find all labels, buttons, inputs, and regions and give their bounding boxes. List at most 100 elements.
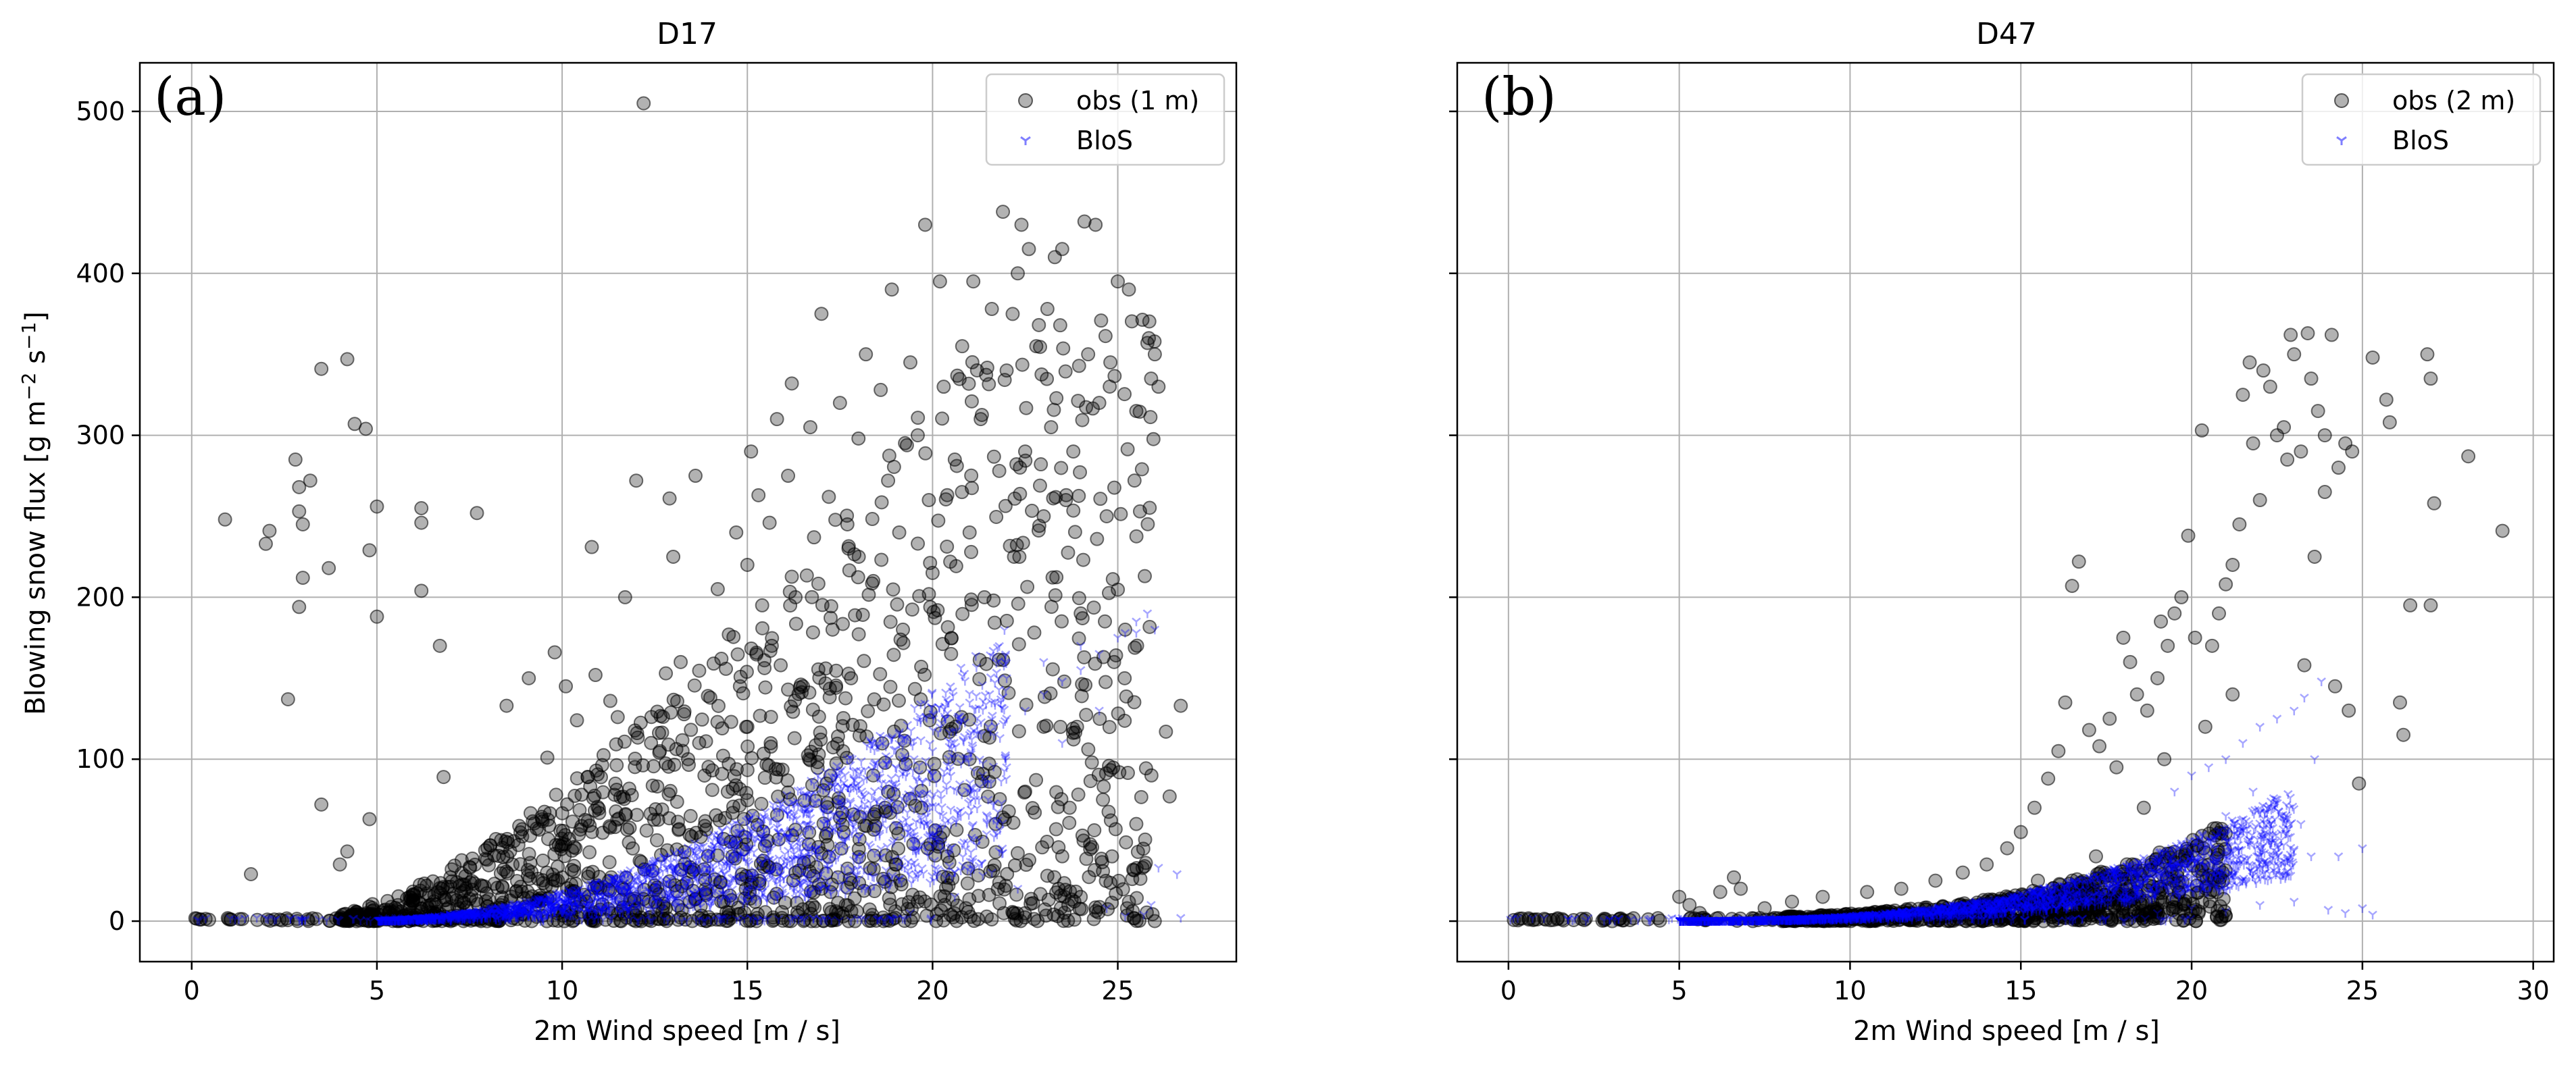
obs-point [628, 751, 642, 766]
obs-point [2236, 388, 2250, 402]
obs-point [582, 845, 597, 860]
obs-point [2345, 444, 2360, 459]
obs-point [971, 889, 986, 904]
obs-point [500, 866, 515, 881]
obs-point [1096, 779, 1111, 794]
obs-point [841, 539, 856, 554]
obs-point [622, 835, 636, 850]
obs-point [2071, 554, 2086, 569]
obs-point [1006, 906, 1021, 920]
obs-point [2263, 380, 2277, 394]
obs-point [1011, 637, 1026, 652]
obs-point [1053, 888, 1068, 903]
obs-point [936, 380, 951, 394]
obs-point [992, 463, 1007, 478]
obs-point [822, 490, 836, 504]
obs-point [874, 382, 888, 397]
obs-point [1031, 523, 1046, 538]
obs-point [613, 790, 628, 805]
obs-point [1860, 885, 1875, 899]
obs-point [2342, 703, 2356, 718]
obs-point [661, 737, 676, 752]
obs-point [955, 606, 970, 621]
obs-point [905, 602, 919, 617]
obs-point [955, 339, 969, 354]
obs-point [910, 428, 925, 443]
obs-point [1020, 579, 1035, 594]
obs-point [1098, 766, 1113, 781]
obs-point [1140, 517, 1155, 531]
obs-point [2392, 695, 2407, 710]
obs-point [1079, 400, 1094, 415]
obs-point [2219, 577, 2233, 592]
obs-point [763, 735, 778, 750]
obs-point [706, 656, 721, 671]
obs-point [362, 543, 377, 558]
obs-point [815, 598, 830, 612]
obs-point [712, 813, 727, 828]
obs-point [855, 607, 870, 622]
obs-point [1029, 773, 1044, 787]
obs-point [1113, 506, 1128, 521]
obs-point [603, 694, 617, 708]
obs-point [540, 750, 555, 765]
obs-point [883, 615, 898, 629]
obs-point [403, 893, 418, 908]
obs-point [944, 631, 959, 646]
obs-point [436, 770, 451, 785]
obs-point [719, 661, 734, 676]
obs-point [2232, 517, 2247, 531]
legend-obs-marker [1018, 93, 1033, 108]
obs-point [314, 361, 329, 376]
obs-point [292, 600, 307, 615]
obs-point [2307, 549, 2322, 564]
obs-point [1067, 525, 1082, 540]
obs-point [1015, 357, 1030, 372]
obs-point [964, 544, 979, 559]
obs-point [2304, 371, 2319, 386]
obs-point [964, 598, 979, 612]
legend-blos-label: BloS [1076, 126, 1133, 155]
obs-point [891, 694, 906, 708]
obs-point [907, 681, 922, 696]
obs-point [764, 638, 779, 653]
obs-point [1065, 721, 1080, 736]
obs-point [1086, 600, 1101, 615]
obs-point [811, 709, 826, 724]
obs-point [874, 552, 889, 567]
obs-point [536, 853, 551, 868]
obs-point [1151, 380, 1166, 394]
obs-point [1053, 318, 1067, 333]
obs-point [838, 691, 853, 706]
obs-point [1075, 610, 1090, 625]
obs-point [964, 394, 979, 409]
obs-point [917, 217, 932, 232]
obs-point [595, 825, 610, 840]
obs-point [1013, 460, 1028, 475]
obs-point [1098, 675, 1113, 689]
obs-point [659, 666, 674, 681]
obs-point [1955, 865, 1970, 880]
obs-point [762, 515, 777, 530]
obs-point [1071, 787, 1086, 802]
y-tick-label: 200 [76, 582, 125, 612]
obs-point [694, 712, 709, 727]
obs-point [362, 812, 377, 827]
obs-point [1010, 266, 1025, 281]
obs-point [2102, 711, 2117, 726]
obs-point [602, 855, 617, 870]
obs-point [639, 823, 654, 838]
obs-point [370, 609, 384, 624]
obs-point [990, 882, 1005, 897]
obs-point [918, 446, 933, 461]
obs-point [1129, 529, 1144, 544]
obs-point [782, 584, 797, 599]
obs-point [432, 638, 447, 653]
obs-point [982, 377, 996, 392]
obs-point [960, 876, 975, 891]
obs-point [1054, 791, 1069, 806]
obs-point [861, 704, 876, 719]
obs-point [243, 866, 258, 881]
obs-point [594, 770, 609, 785]
